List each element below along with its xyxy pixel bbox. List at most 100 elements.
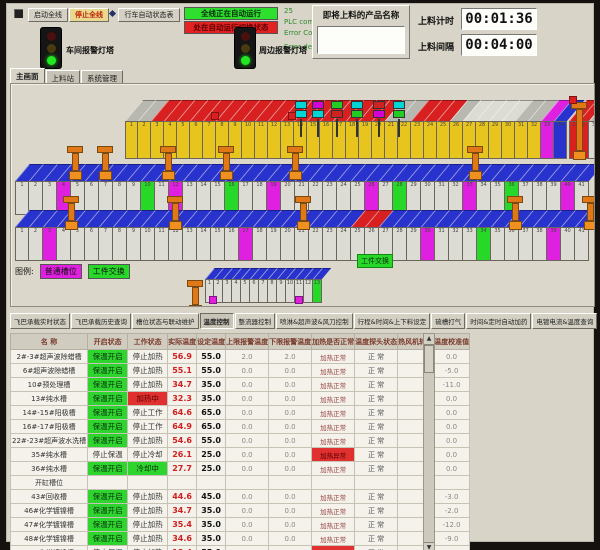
table-row[interactable]: 47#化学镀镍槽 保温开启 停止加热 35.4 35.0 0.0 0.0 加热正常正 常 -12… <box>9 517 471 532</box>
toolbar-button[interactable]: 飞巴承载实时状态 <box>10 313 70 329</box>
tank-cell[interactable]: 32 <box>528 100 559 159</box>
tank-cell[interactable]: 40 <box>561 210 590 261</box>
toolbar-button[interactable]: 槽位状态与联动维护 <box>132 313 199 329</box>
tank-cell[interactable]: 5 <box>71 210 100 261</box>
tank-cell[interactable]: 14 <box>197 210 226 261</box>
tank-cell[interactable]: 16 <box>320 100 351 159</box>
tank-cell[interactable]: 30 <box>421 210 450 261</box>
tab-item[interactable]: 主画面 <box>10 68 45 86</box>
tank-cell[interactable]: 4 <box>232 268 251 303</box>
toolbar-button[interactable]: 时间&定时自动加药 <box>466 313 532 329</box>
table-row[interactable]: 开缸槽位 <box>9 475 471 490</box>
tank-cell[interactable]: 24 <box>337 210 366 261</box>
tank-cell[interactable]: 28 <box>393 210 422 261</box>
tank-cell[interactable]: 2 <box>214 268 233 303</box>
toolbar-button[interactable]: 行程&时间&上下料设定 <box>353 313 431 329</box>
tank-cell[interactable]: 19 <box>359 100 390 159</box>
table-row[interactable]: 46#化学镀镍槽 保温开启 停止加热 34.7 35.0 0.0 0.0 加热正常正 常 -2.… <box>9 503 471 518</box>
table-row[interactable]: 10#预处理槽 保温开启 停止加热 34.7 35.0 0.0 0.0 加热正常正 常 -11.… <box>9 377 471 392</box>
tank-cell[interactable]: 22 <box>309 210 338 261</box>
toolbar-button[interactable]: 电镀电流&温度查询 <box>532 313 598 329</box>
tank-cell[interactable]: 16 <box>225 210 254 261</box>
tank-cell[interactable]: 1 <box>15 164 44 215</box>
table-row[interactable]: 6#超声波除蜡槽 保温开启 停止加热 55.1 55.0 0.0 0.0 加热正常正 常 -5.… <box>9 363 471 378</box>
table-row[interactable]: 43#回收槽 保温开启 停止加热 44.6 45.0 0.0 0.0 加热正常正 常 -3.0 <box>9 489 471 504</box>
tank-cell[interactable]: 11 <box>155 210 184 261</box>
tank-cell[interactable]: 3 <box>223 268 242 303</box>
tank-cell[interactable]: 15 <box>307 100 338 159</box>
tank-cell[interactable]: 32 <box>449 210 478 261</box>
tank-cell[interactable]: 19 <box>267 210 296 261</box>
tank-cell[interactable]: 31 <box>515 100 546 159</box>
tank-cell[interactable]: 37 <box>519 210 548 261</box>
tank-cell[interactable]: 7 <box>203 100 234 159</box>
tank-cell[interactable]: 15 <box>211 210 240 261</box>
scroll-up-icon[interactable]: ▲ <box>424 334 434 345</box>
tank-cell[interactable]: 10 <box>286 268 305 303</box>
tank-cell[interactable]: 6 <box>85 210 114 261</box>
tank-cell[interactable]: 18 <box>253 210 282 261</box>
tank-cell[interactable]: 23 <box>323 210 352 261</box>
stop-line-button[interactable]: 停止全线 <box>69 8 109 22</box>
table-row[interactable]: 2#-3#超声波除蜡槽 保温开启 停止加热 56.9 55.0 2.0 2.0 加热正常正 常… <box>9 349 471 364</box>
tank-cell[interactable]: 22 <box>398 100 429 159</box>
tank-cell[interactable]: 41 <box>575 210 594 261</box>
scroll-down-icon[interactable]: ▼ <box>424 542 434 550</box>
tank-cell[interactable]: 38 <box>533 210 562 261</box>
tank-cell[interactable]: 6 <box>190 100 221 159</box>
tank-cell[interactable]: 33 <box>541 100 572 159</box>
table-row[interactable]: 48#化学镀镍槽 保温开启 停止加热 34.6 35.0 0.0 0.0 加热正常正 常 -9.… <box>9 531 471 546</box>
tank-cell[interactable]: 18 <box>346 100 377 159</box>
tank-cell[interactable]: 23 <box>411 100 442 159</box>
tank-cell[interactable]: 10 <box>242 100 273 159</box>
tank-cell[interactable]: 7 <box>99 210 128 261</box>
table-row[interactable]: 13#纯水槽 保温开启 加热中 32.3 35.0 0.0 0.0 加热正常正 常 0.0 <box>9 391 471 406</box>
tank-cell[interactable]: 25 <box>437 100 468 159</box>
tank-cell[interactable]: 4 <box>57 210 86 261</box>
tank-cell[interactable]: 1 <box>125 100 156 159</box>
tank-cell[interactable]: 35 <box>491 210 520 261</box>
tank-cell[interactable]: 30 <box>502 100 533 159</box>
tank-cell[interactable]: 33 <box>463 210 492 261</box>
tank-cell[interactable]: 10 <box>141 210 170 261</box>
tank-cell[interactable]: 31 <box>435 210 464 261</box>
toolbar-button[interactable]: 温度控制 <box>199 313 234 329</box>
tank-cell[interactable]: 9 <box>277 268 296 303</box>
crane-auto-status-button[interactable]: 行车自动状态表 <box>118 8 180 22</box>
tank-cell[interactable]: 5 <box>241 268 260 303</box>
tank-cell[interactable]: 3 <box>43 210 72 261</box>
toolbar-button[interactable]: 整流器控制 <box>234 313 275 329</box>
tank-cell[interactable]: 24 <box>424 100 455 159</box>
tank-cell[interactable]: 1 <box>15 210 44 261</box>
tank-cell[interactable]: 34 <box>477 210 506 261</box>
tab-item[interactable]: 上料站 <box>45 70 80 86</box>
tank-cell[interactable]: 13 <box>183 210 212 261</box>
tank-cell[interactable]: 8 <box>268 268 287 303</box>
tank-cell[interactable]: 11 <box>255 100 286 159</box>
tank-cell[interactable]: 26 <box>450 100 481 159</box>
toolbar-button[interactable]: 喷淋&超声波&风刀控制 <box>276 313 353 329</box>
tank-cell[interactable]: 20 <box>281 210 310 261</box>
tank-cell[interactable]: 12 <box>304 268 323 303</box>
tank-cell[interactable]: 13 <box>313 268 332 303</box>
tank-cell[interactable]: 3 <box>589 100 594 159</box>
table-row[interactable]: 22#-23#超声波水洗槽 保温开启 停止加热 54.6 55.0 0.0 0.0 加热正常正… <box>9 433 471 448</box>
table-row[interactable]: 36#纯水槽 保温开启 冷却中 27.7 25.0 0.0 0.0 加热正常正 常 0.0 <box>9 461 471 476</box>
next-product-field[interactable] <box>317 26 405 54</box>
tank-cell[interactable]: 21 <box>385 100 416 159</box>
toolbar-button[interactable]: 硫槽打气 <box>431 313 466 329</box>
tank-cell[interactable]: 8 <box>113 210 142 261</box>
start-line-button[interactable]: 启动全线 <box>28 8 68 22</box>
tank-cell[interactable]: 29 <box>489 100 520 159</box>
scroll-thumb[interactable] <box>424 345 434 373</box>
tab-item[interactable]: 系统管理 <box>81 70 123 86</box>
tank-cell[interactable]: 12 <box>268 100 299 159</box>
tank-cell[interactable]: 34 <box>554 100 585 159</box>
tank-cell[interactable]: 7 <box>259 268 278 303</box>
tank-cell[interactable]: 17 <box>239 210 268 261</box>
toolbar-button[interactable]: 飞巴承载历史查询 <box>71 313 131 329</box>
tank-cell[interactable]: 5 <box>177 100 208 159</box>
